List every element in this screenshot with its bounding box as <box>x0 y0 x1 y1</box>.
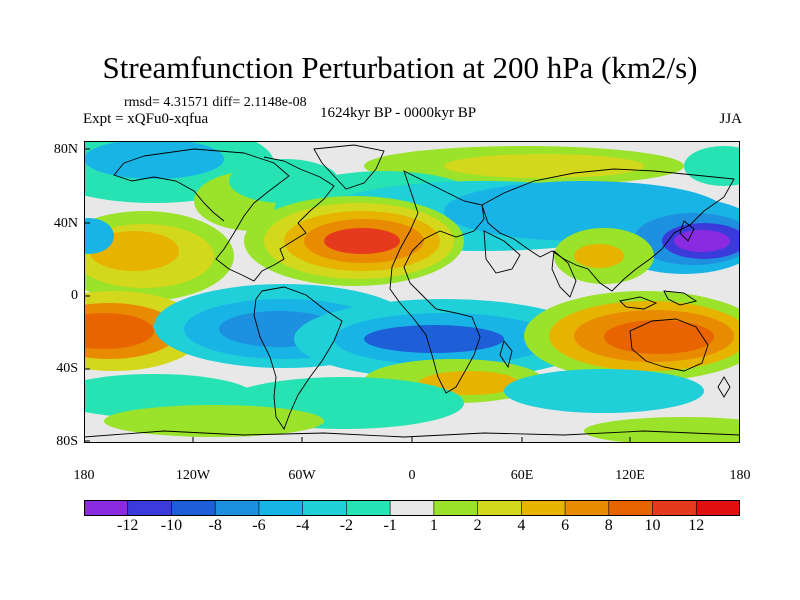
colorbar-cell <box>214 500 260 516</box>
stats-text: rmsd= 4.31571 diff= 2.1148e-08 <box>124 95 307 110</box>
lon-label-60w: 60W <box>288 468 316 483</box>
colorbar-cell <box>608 500 654 516</box>
colorbar-cell <box>127 500 173 516</box>
colorbar-cell <box>389 500 435 516</box>
lon-label-120e: 120E <box>615 468 645 483</box>
colorbar-cell <box>652 500 698 516</box>
colorbar-label: -12 <box>117 517 139 534</box>
lat-label-40s: 40S <box>56 361 78 376</box>
colorbar-label: -1 <box>383 517 397 534</box>
field-contours <box>84 141 740 443</box>
colorbar-label: -4 <box>295 517 310 534</box>
colorbar-label: 2 <box>473 517 482 534</box>
colorbar-label: 12 <box>688 517 705 534</box>
colorbar-label: 6 <box>561 517 570 534</box>
season-label: JJA <box>719 111 742 127</box>
colorbar <box>84 500 740 516</box>
colorbar-cell <box>521 500 566 516</box>
colorbar-label: 4 <box>517 517 526 534</box>
lon-label-60e: 60E <box>510 468 534 483</box>
colorbar-label: -10 <box>160 517 183 534</box>
lon-label-180e: 180 <box>729 468 751 483</box>
colorbar-cell <box>346 500 391 516</box>
lat-label-80n: 80N <box>53 142 78 157</box>
colorbar-cell <box>695 500 740 516</box>
colorbar-cell <box>84 500 129 516</box>
period-label: 1624kyr BP - 0000kyr BP <box>320 105 477 121</box>
lat-label-80s: 80S <box>56 434 78 449</box>
colorbar-cell <box>433 500 479 516</box>
colorbar-cell <box>171 500 217 516</box>
colorbar-label: -6 <box>252 517 266 534</box>
experiment-label: Expt = xQFu0-xqfua <box>83 111 209 127</box>
colorbar-label: -8 <box>208 517 222 534</box>
lon-label-0: 0 <box>408 468 416 483</box>
colorbar-label: 8 <box>604 517 613 534</box>
colorbar-cell <box>302 500 348 516</box>
chart-title: Streamfunction Perturbation at 200 hPa (… <box>102 50 698 85</box>
coastlines <box>84 144 740 438</box>
lat-label-40n: 40N <box>53 216 78 231</box>
colorbar-label: 10 <box>644 517 661 534</box>
colorbar-cell <box>477 500 523 516</box>
axis-ticks <box>84 148 631 443</box>
colorbar-cell <box>564 500 610 516</box>
lat-label-0: 0 <box>71 288 78 303</box>
lon-label-120w: 120W <box>175 468 211 483</box>
lon-label-180w: 180 <box>73 468 95 483</box>
colorbar-label: 1 <box>429 517 438 534</box>
colorbar-cell <box>258 500 304 516</box>
colorbar-label: -2 <box>339 517 354 534</box>
map-panel <box>84 141 740 443</box>
